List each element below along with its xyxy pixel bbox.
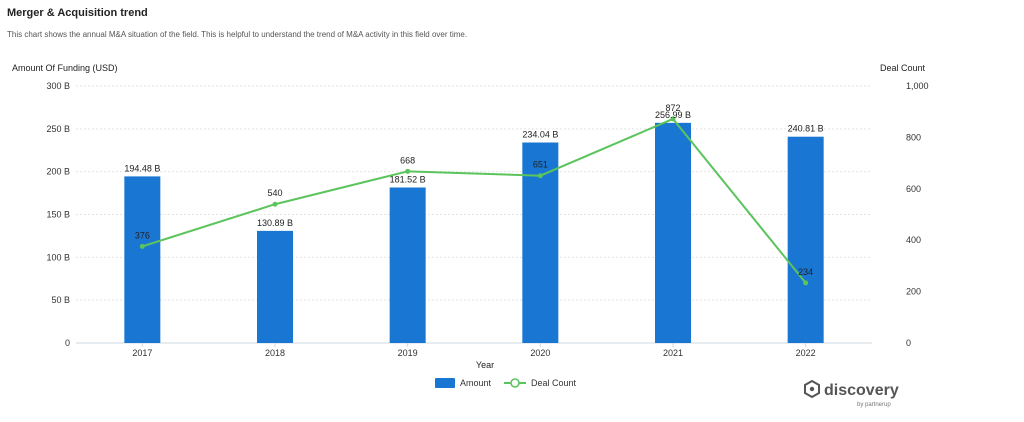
left-tick-label: 250 B [46, 124, 70, 134]
legend-deal-count-marker [511, 379, 519, 387]
deal-count-label-2022: 234 [798, 267, 813, 277]
x-tick-label: 2021 [663, 348, 683, 358]
right-tick-label: 600 [906, 184, 921, 194]
y2-axis-title: Deal Count [880, 63, 926, 73]
bar-label-2017: 194.48 B [124, 163, 160, 173]
right-tick-label: 400 [906, 235, 921, 245]
bar-data-labels: 194.48 B130.89 B181.52 B234.04 B256.99 B… [124, 110, 823, 228]
bar-series [124, 123, 823, 343]
legend-amount-label: Amount [460, 378, 492, 388]
left-axis-ticks: 0 50 B 100 B 150 B 200 B 250 B 300 B [46, 81, 70, 348]
bar-label-2022: 240.81 B [788, 124, 824, 134]
x-axis-title: Year [476, 360, 494, 370]
discovery-logo: discovery by partnerup [805, 381, 899, 408]
legend[interactable]: Amount Deal Count [435, 378, 577, 388]
bar-label-2018: 130.89 B [257, 218, 293, 228]
deal-count-label-2018: 540 [267, 188, 282, 198]
right-tick-label: 800 [906, 132, 921, 142]
bar-2017 [124, 176, 160, 343]
bar-2021 [655, 123, 691, 343]
right-axis-ticks: 0 200 400 600 800 1,000 [906, 81, 929, 348]
deal-count-point-2019 [405, 169, 410, 174]
bar-2018 [257, 231, 293, 343]
right-tick-label: 200 [906, 287, 921, 297]
x-tick-label: 2020 [530, 348, 550, 358]
bar-2020 [522, 143, 558, 343]
legend-item-amount[interactable]: Amount [435, 378, 492, 388]
x-tick-label: 2022 [796, 348, 816, 358]
gridlines [76, 86, 872, 300]
x-tick-label: 2018 [265, 348, 285, 358]
discovery-logo-icon [805, 381, 819, 397]
deal-count-point-2017 [140, 244, 145, 249]
legend-amount-swatch [435, 378, 455, 388]
deal-count-label-2019: 668 [400, 155, 415, 165]
deal-count-point-2018 [273, 202, 278, 207]
bar-label-2020: 234.04 B [522, 130, 558, 140]
deal-count-label-2020: 651 [533, 160, 548, 170]
bar-label-2019: 181.52 B [390, 174, 426, 184]
brand-name: discovery [824, 382, 899, 399]
deal-count-point-2022 [803, 280, 808, 285]
line-series [140, 116, 808, 285]
bar-2022 [788, 137, 824, 343]
x-tick-label: 2017 [132, 348, 152, 358]
x-tick-label: 2019 [398, 348, 418, 358]
left-tick-label: 200 B [46, 167, 70, 177]
deal-count-label-2021: 872 [665, 103, 680, 113]
deal-count-line [142, 119, 805, 283]
legend-deal-count-label: Deal Count [531, 378, 577, 388]
right-tick-label: 0 [906, 338, 911, 348]
left-tick-label: 0 [65, 338, 70, 348]
right-tick-label: 1,000 [906, 81, 929, 91]
y-axis-title: Amount Of Funding (USD) [12, 63, 118, 73]
left-tick-label: 100 B [46, 252, 70, 262]
left-tick-label: 300 B [46, 81, 70, 91]
x-axis-ticks: 2017 2018 2019 2020 2021 2022 [132, 343, 815, 358]
brand-byline: by partnerup [857, 402, 891, 408]
left-tick-label: 150 B [46, 210, 70, 220]
deal-count-label-2017: 376 [135, 230, 150, 240]
left-tick-label: 50 B [51, 295, 70, 305]
bar-2019 [390, 187, 426, 343]
legend-item-deal-count[interactable]: Deal Count [504, 378, 577, 388]
deal-count-point-2020 [538, 173, 543, 178]
